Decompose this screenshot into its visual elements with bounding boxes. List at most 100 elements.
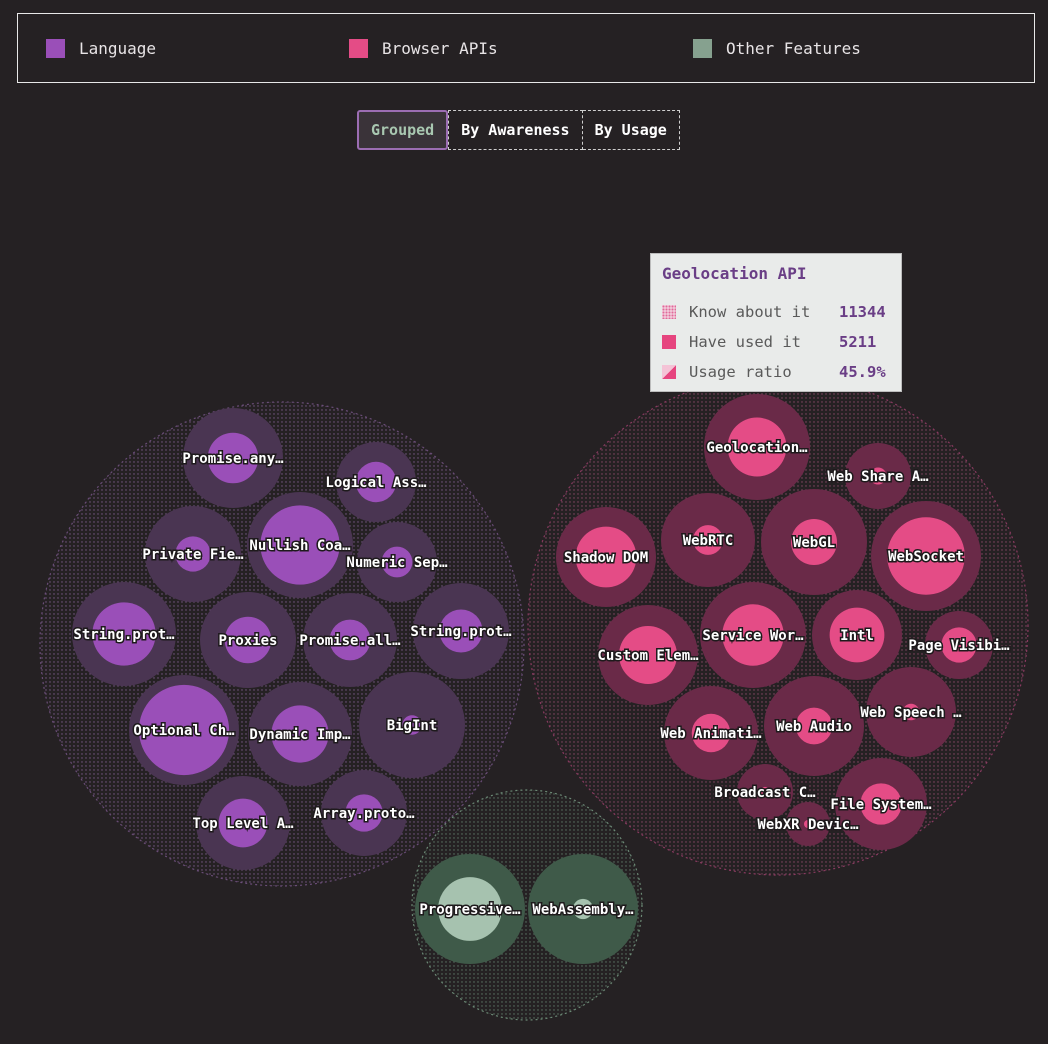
tooltip-used-label: Have used it [689, 333, 801, 351]
usage-circle [438, 877, 502, 941]
legend-label: Other Features [726, 39, 861, 58]
feature-bubble[interactable]: Dynamic Imp… [248, 682, 353, 786]
usage-circle [572, 898, 594, 920]
usage-circle [218, 798, 268, 848]
feature-label: Web Audio [776, 719, 852, 735]
tooltip-used-value: 5211 [839, 333, 877, 351]
feature-bubble[interactable]: WebRTC [661, 493, 755, 587]
feature-label: Custom Elem… [597, 648, 699, 664]
feature-bubble[interactable]: Optional Ch… [129, 675, 239, 785]
legend-item-other-features[interactable]: Other Features [693, 39, 861, 58]
know-swatch-icon [662, 305, 676, 319]
feature-label: WebXR Devic… [757, 817, 859, 833]
feature-bubble[interactable]: Nullish Coa… [247, 492, 353, 598]
usage-circle [619, 626, 677, 684]
by-awareness-button[interactable]: By Awareness [448, 110, 583, 150]
feature-bubble[interactable]: String.prot… [409, 583, 514, 679]
legend-item-language[interactable]: Language [46, 39, 156, 58]
feature-label: Geolocation… [706, 440, 808, 456]
feature-label: Array.proto… [313, 806, 415, 822]
feature-bubble[interactable]: Promise.all… [298, 593, 403, 687]
tooltip-row-used: Have used it 5211 [662, 327, 890, 357]
feature-label: Optional Ch… [133, 723, 235, 739]
feature-bubble[interactable]: Shadow DOM [556, 507, 656, 607]
usage-circle [402, 715, 422, 735]
tooltip-title: Geolocation API [662, 264, 807, 283]
feature-bubble[interactable]: WebGL [761, 489, 867, 595]
usage-circle [759, 786, 771, 798]
feature-bubble[interactable]: Proxies [200, 592, 296, 688]
feature-bubble[interactable]: Array.proto… [312, 770, 417, 856]
usage-circle [902, 703, 920, 721]
feature-label: WebAssembly… [532, 902, 634, 918]
grouped-button[interactable]: Grouped [357, 110, 449, 150]
feature-bubble[interactable]: Custom Elem… [596, 605, 701, 705]
feature-label: Nullish Coa… [249, 538, 351, 554]
feature-bubble[interactable]: Numeric Sep… [345, 522, 450, 602]
feature-label: Progressive… [419, 902, 521, 918]
feature-bubble[interactable]: Intl [812, 590, 902, 680]
usage-circle [727, 417, 787, 477]
usage-circle [175, 536, 211, 572]
tooltip: Geolocation API Know about it 11344 Have… [650, 253, 902, 392]
feature-bubble[interactable]: Page Visibi… [907, 611, 1012, 679]
usage-circle [869, 467, 887, 485]
usage-circle [271, 705, 329, 763]
feature-bubble[interactable]: Service Wor… [700, 582, 806, 688]
usage-circle [575, 526, 637, 588]
feature-bubble[interactable]: Web Animati… [659, 686, 764, 780]
feature-bubble[interactable]: Web Audio [764, 676, 864, 776]
feature-label: Web Animati… [660, 726, 762, 742]
usage-circle [138, 684, 230, 776]
used-swatch-icon [662, 335, 676, 349]
usage-circle [381, 546, 413, 578]
feature-bubble[interactable]: Top Level A… [191, 776, 296, 870]
feature-label: Numeric Sep… [346, 555, 448, 571]
feature-bubble[interactable]: WebSocket [871, 501, 981, 611]
feature-label: Broadcast C… [714, 785, 816, 801]
feature-bubble[interactable]: BigInt [359, 672, 465, 778]
legend-label: Language [79, 39, 157, 58]
feature-bubble[interactable]: Broadcast C… [713, 764, 818, 820]
usage-circle [691, 713, 731, 753]
feature-bubble[interactable]: Web Share A… [826, 443, 931, 509]
usage-circle [803, 819, 813, 829]
feature-bubble[interactable]: Logical Ass… [324, 442, 429, 522]
usage-circle [345, 794, 383, 832]
usage-circle [329, 619, 371, 661]
usage-circle [693, 525, 723, 555]
usage-circle [92, 602, 156, 666]
usage-circle [941, 627, 977, 663]
usage-circle [887, 517, 965, 595]
tooltip-row-ratio: Usage ratio 45.9% [662, 357, 890, 387]
feature-label: Promise.any… [182, 451, 284, 467]
feature-bubble[interactable]: WebAssembly… [528, 854, 638, 964]
feature-label: Service Wor… [702, 628, 804, 644]
tooltip-know-label: Know about it [689, 303, 811, 321]
feature-bubble[interactable]: Geolocation… [704, 394, 810, 500]
feature-bubble[interactable]: WebXR Devic… [756, 802, 861, 846]
feature-bubble[interactable]: File System… [829, 758, 934, 850]
feature-bubble[interactable]: String.prot… [72, 582, 177, 686]
feature-label: String.prot… [73, 627, 175, 643]
feature-label: Intl [840, 628, 874, 644]
feature-label: String.prot… [410, 624, 512, 640]
feature-bubble[interactable]: Private Fie… [141, 506, 246, 602]
usage-circle [260, 505, 340, 585]
ratio-swatch-icon [662, 365, 676, 379]
feature-bubble[interactable]: Web Speech … [859, 667, 964, 757]
usage-circle [791, 519, 837, 565]
feature-label: Proxies [218, 633, 277, 649]
view-toggle: Grouped By Awareness By Usage [357, 110, 680, 150]
feature-label: Web Speech … [860, 705, 962, 721]
feature-bubble[interactable]: Promise.any… [181, 408, 286, 508]
by-usage-button[interactable]: By Usage [582, 110, 680, 150]
feature-label: Shadow DOM [564, 550, 648, 566]
feature-label: Web Share A… [827, 469, 929, 485]
feature-bubble[interactable]: Progressive… [415, 854, 525, 964]
legend: Language Browser APIs Other Features [17, 13, 1035, 83]
tooltip-ratio-label: Usage ratio [689, 363, 792, 381]
legend-item-browser-apis[interactable]: Browser APIs [349, 39, 498, 58]
usage-circle [860, 783, 902, 825]
